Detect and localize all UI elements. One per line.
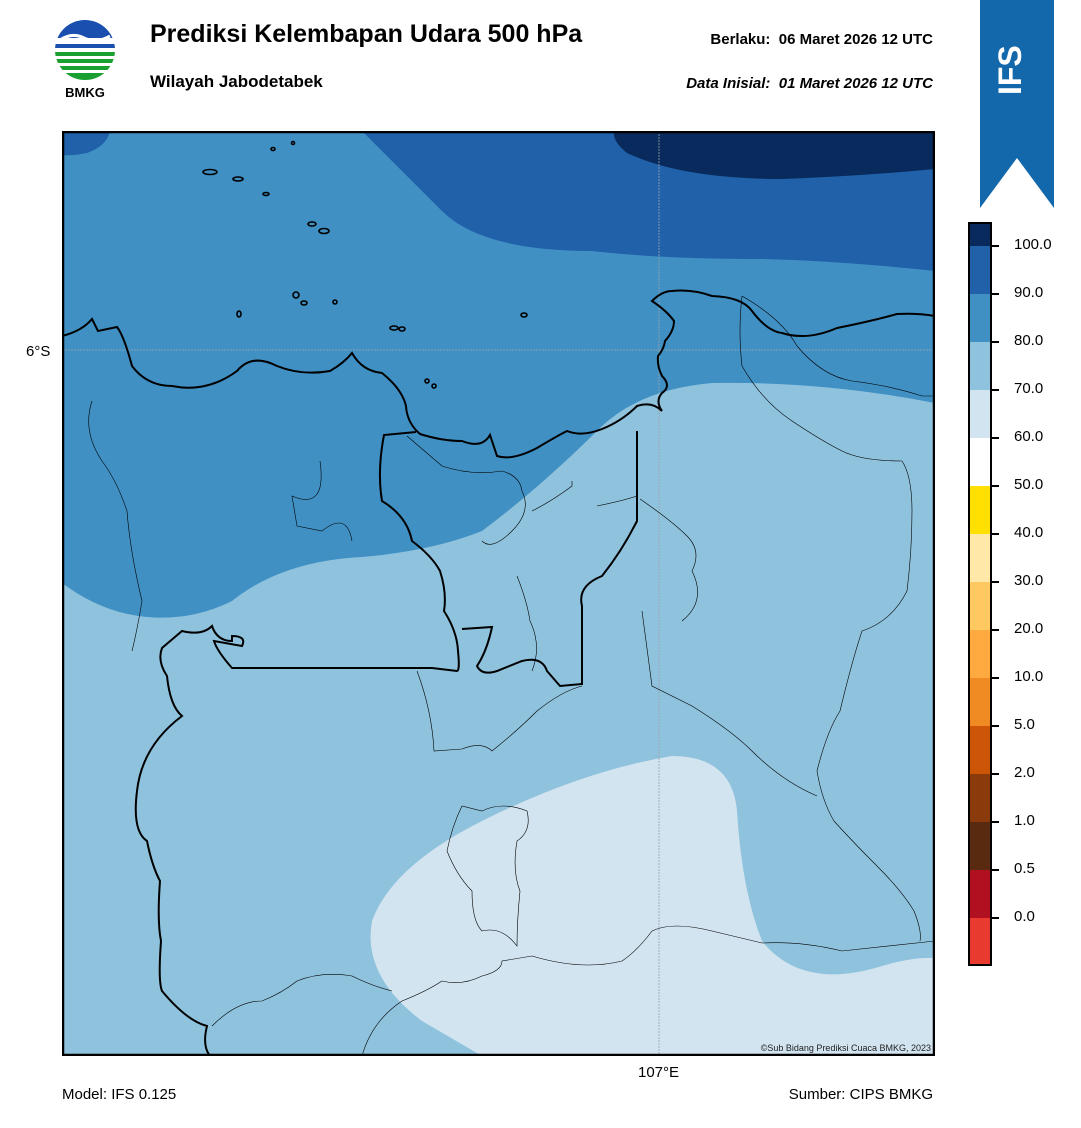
logo-text: BMKG bbox=[65, 85, 105, 100]
colorbar-tick bbox=[992, 917, 999, 919]
colorbar-tick bbox=[992, 773, 999, 775]
colorbar-swatch bbox=[968, 870, 992, 918]
humidity-colorbar bbox=[968, 222, 992, 966]
source-label: Sumber: CIPS BMKG bbox=[788, 1086, 933, 1103]
colorbar-tick bbox=[992, 821, 999, 823]
colorbar-label: 60.0 bbox=[1014, 428, 1044, 445]
colorbar-tick bbox=[992, 437, 999, 439]
colorbar-tick bbox=[992, 389, 999, 391]
colorbar-swatch bbox=[968, 246, 992, 294]
band-50-60 bbox=[370, 756, 935, 1056]
valid-time: Berlaku: 06 Maret 2026 12 UTC bbox=[710, 31, 933, 48]
colorbar-tick bbox=[992, 341, 999, 343]
colorbar-swatch bbox=[968, 342, 992, 390]
colorbar-label: 90.0 bbox=[1014, 284, 1044, 301]
band-90-100 bbox=[613, 131, 935, 179]
lat-label-6s: 6°S bbox=[26, 343, 51, 360]
lon-label-107e: 107°E bbox=[638, 1064, 680, 1081]
colorbar-tick bbox=[992, 677, 999, 679]
colorbar-label: 20.0 bbox=[1014, 620, 1044, 637]
colorbar-tick bbox=[992, 533, 999, 535]
province-boundary bbox=[134, 431, 460, 1056]
colorbar-tick bbox=[992, 869, 999, 871]
colorbar-swatch bbox=[968, 630, 992, 678]
colorbar-label: 30.0 bbox=[1014, 572, 1044, 589]
colorbar-swatch bbox=[968, 726, 992, 774]
colorbar-tick bbox=[992, 293, 999, 295]
colorbar-tick bbox=[992, 485, 999, 487]
province-boundary-east bbox=[461, 431, 638, 688]
colorbar-label: 50.0 bbox=[1014, 476, 1044, 493]
coastline bbox=[62, 289, 935, 459]
colorbar-tick bbox=[992, 245, 999, 247]
colorbar-swatch bbox=[968, 438, 992, 486]
colorbar-label: 10.0 bbox=[1014, 668, 1044, 685]
bmkg-logo bbox=[55, 20, 115, 80]
colorbar-label: 0.5 bbox=[1014, 860, 1035, 877]
colorbar-swatch bbox=[968, 582, 992, 630]
colorbar-swatch bbox=[968, 222, 992, 246]
colorbar-frame bbox=[968, 222, 992, 966]
thousand-islands bbox=[202, 140, 528, 389]
colorbar-label: 5.0 bbox=[1014, 716, 1035, 733]
colorbar-swatch bbox=[968, 534, 992, 582]
colorbar-swatch bbox=[968, 678, 992, 726]
colorbar-swatch bbox=[968, 918, 992, 966]
colorbar-tick bbox=[992, 725, 999, 727]
colorbar-tick bbox=[992, 629, 999, 631]
colorbar-label: 40.0 bbox=[1014, 524, 1044, 541]
map-frame bbox=[62, 131, 935, 1056]
ifs-ribbon bbox=[980, 0, 1054, 208]
ifs-ribbon-label: IFS bbox=[992, 45, 1028, 95]
colorbar-label: 0.0 bbox=[1014, 908, 1035, 925]
colorbar-swatch bbox=[968, 774, 992, 822]
colorbar-swatch bbox=[968, 486, 992, 534]
map-subtitle: Wilayah Jabodetabek bbox=[150, 72, 323, 91]
model-label: Model: IFS 0.125 bbox=[62, 1086, 177, 1103]
initial-time: Data Inisial: 01 Maret 2026 12 UTC bbox=[686, 75, 933, 92]
colorbar-tick bbox=[992, 581, 999, 583]
colorbar-label: 1.0 bbox=[1014, 812, 1035, 829]
colorbar-swatch bbox=[968, 822, 992, 870]
regency-boundaries bbox=[88, 295, 935, 1056]
map-title: Prediksi Kelembapan Udara 500 hPa bbox=[150, 20, 583, 48]
band-80-90-left bbox=[62, 131, 110, 156]
colorbar-label: 70.0 bbox=[1014, 380, 1044, 397]
colorbar-swatch bbox=[968, 294, 992, 342]
colorbar-swatch bbox=[968, 390, 992, 438]
colorbar-label: 80.0 bbox=[1014, 332, 1044, 349]
copyright-text: ©Sub Bidang Prediksi Cuaca BMKG, 2023 bbox=[760, 1043, 931, 1053]
colorbar-label: 100.0 bbox=[1014, 236, 1052, 253]
colorbar-label: 2.0 bbox=[1014, 764, 1035, 781]
humidity-map bbox=[62, 131, 935, 1056]
